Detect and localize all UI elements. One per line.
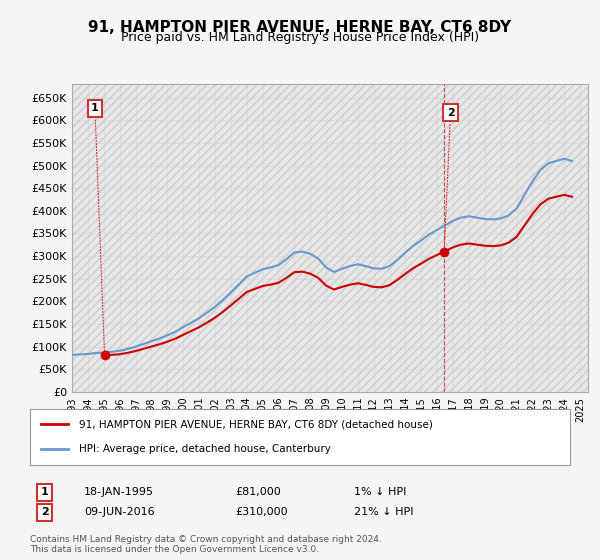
Text: 21% ↓ HPI: 21% ↓ HPI (354, 507, 413, 517)
Text: Price paid vs. HM Land Registry's House Price Index (HPI): Price paid vs. HM Land Registry's House … (121, 31, 479, 44)
Text: 2: 2 (41, 507, 49, 517)
Text: Contains HM Land Registry data © Crown copyright and database right 2024.
This d: Contains HM Land Registry data © Crown c… (30, 535, 382, 554)
Text: 09-JUN-2016: 09-JUN-2016 (84, 507, 155, 517)
Text: 1% ↓ HPI: 1% ↓ HPI (354, 487, 406, 497)
Text: 91, HAMPTON PIER AVENUE, HERNE BAY, CT6 8DY: 91, HAMPTON PIER AVENUE, HERNE BAY, CT6 … (88, 20, 512, 35)
Text: 18-JAN-1995: 18-JAN-1995 (84, 487, 154, 497)
Text: £310,000: £310,000 (235, 507, 288, 517)
Text: 2: 2 (444, 108, 454, 249)
Text: 91, HAMPTON PIER AVENUE, HERNE BAY, CT6 8DY (detached house): 91, HAMPTON PIER AVENUE, HERNE BAY, CT6 … (79, 419, 433, 430)
Text: £81,000: £81,000 (235, 487, 281, 497)
Text: HPI: Average price, detached house, Canterbury: HPI: Average price, detached house, Cant… (79, 444, 331, 454)
Text: 1: 1 (41, 487, 49, 497)
Text: 1: 1 (91, 103, 104, 353)
